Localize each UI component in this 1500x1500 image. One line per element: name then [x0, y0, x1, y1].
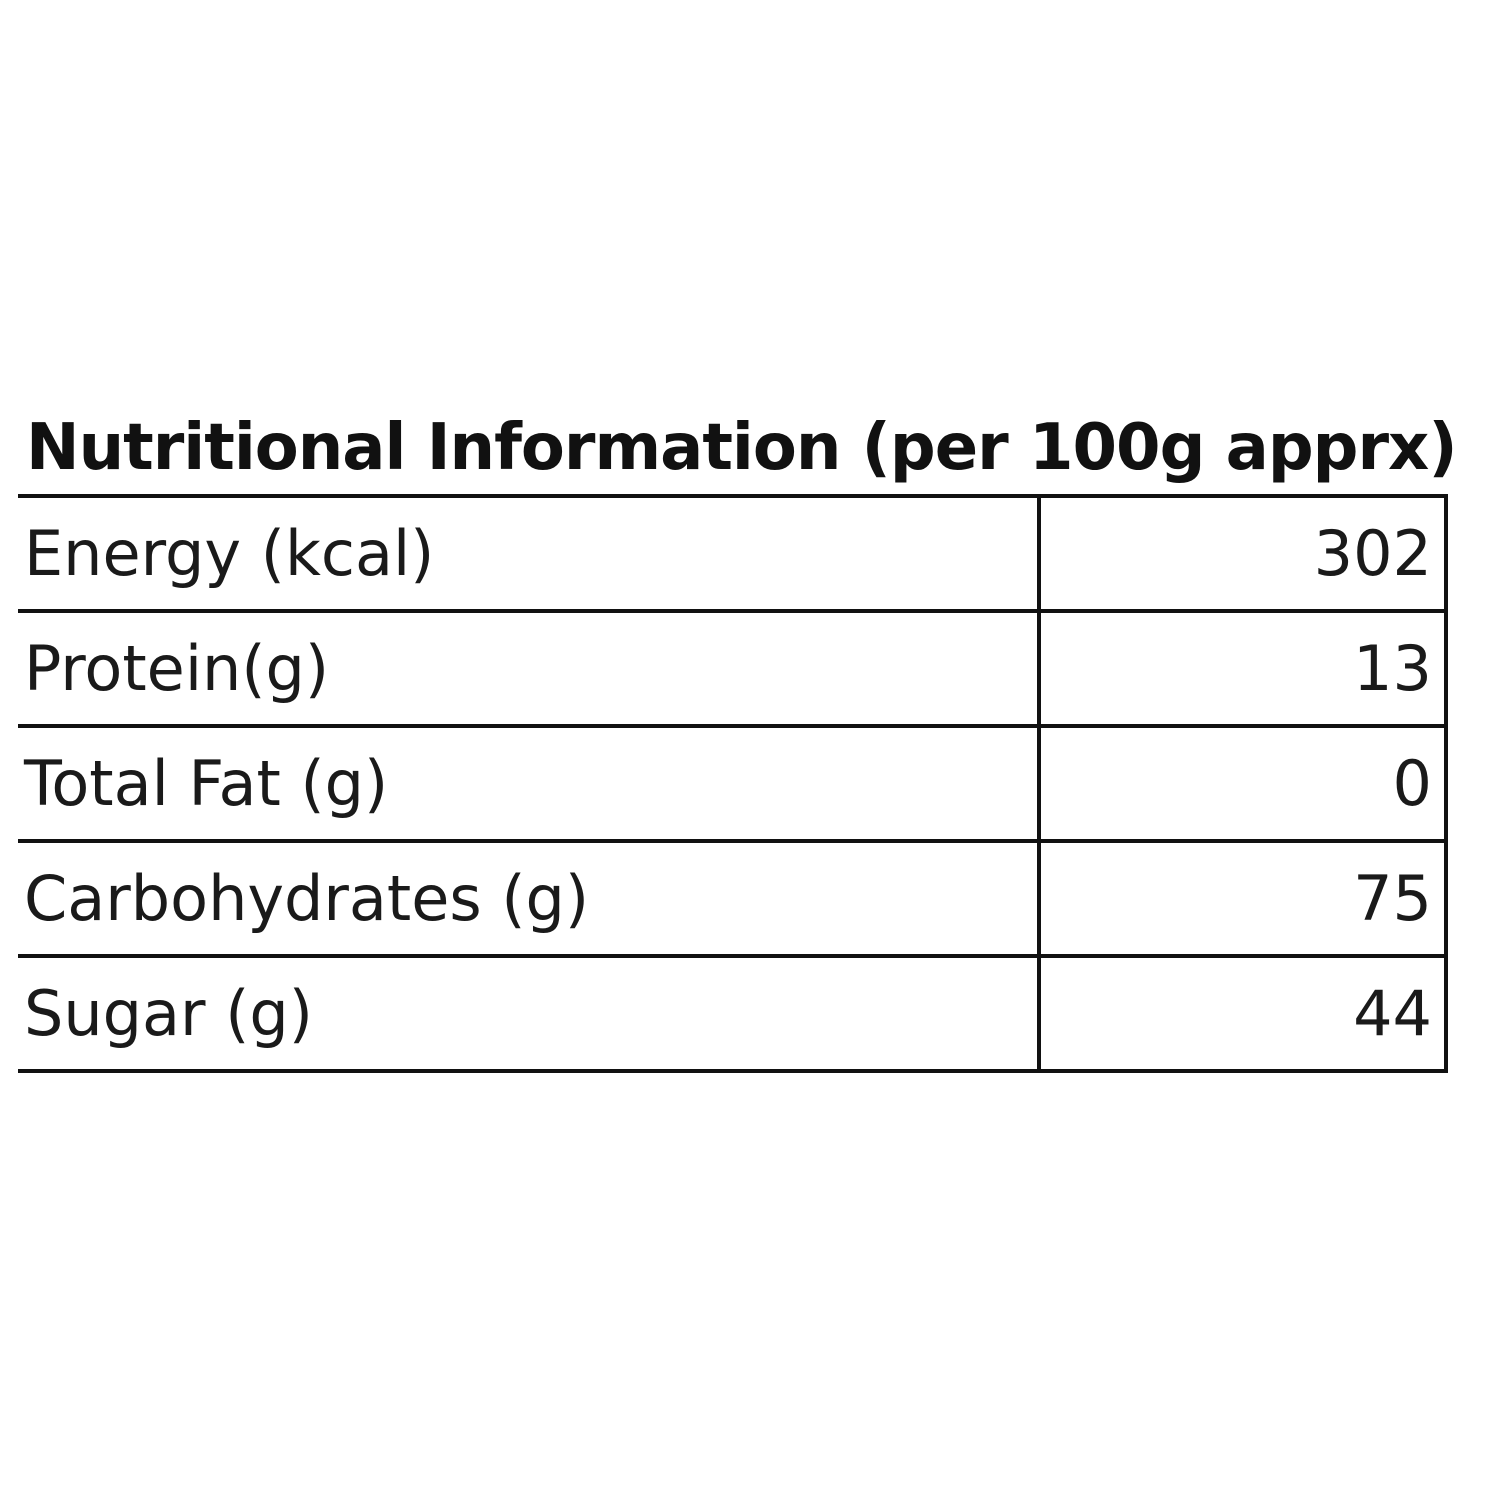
- nutrient-value: 302: [1037, 498, 1448, 613]
- nutrient-name: Carbohydrates (g): [18, 839, 1041, 958]
- nutrient-value: 75: [1037, 839, 1448, 958]
- nutrient-name: Sugar (g): [18, 954, 1041, 1073]
- nutrient-name: Energy (kcal): [18, 498, 1041, 613]
- nutrient-name: Protein(g): [18, 609, 1041, 728]
- nutrient-value: 0: [1037, 724, 1448, 843]
- nutrient-value: 13: [1037, 609, 1448, 728]
- table-row: Protein(g) 13: [18, 609, 1448, 728]
- nutrition-panel: Nutritional Information (per 100g apprx)…: [18, 402, 1458, 1073]
- table-row: Energy (kcal) 302: [18, 498, 1448, 613]
- nutrient-value: 44: [1037, 954, 1448, 1073]
- table-title: Nutritional Information (per 100g apprx): [18, 402, 1458, 498]
- table-row: Sugar (g) 44: [18, 954, 1448, 1073]
- table-row: Carbohydrates (g) 75: [18, 839, 1448, 958]
- nutrient-name: Total Fat (g): [18, 724, 1041, 843]
- nutrition-table: Energy (kcal) 302 Protein(g) 13 Total Fat (g…: [18, 498, 1448, 1073]
- table-row: Total Fat (g) 0: [18, 724, 1448, 843]
